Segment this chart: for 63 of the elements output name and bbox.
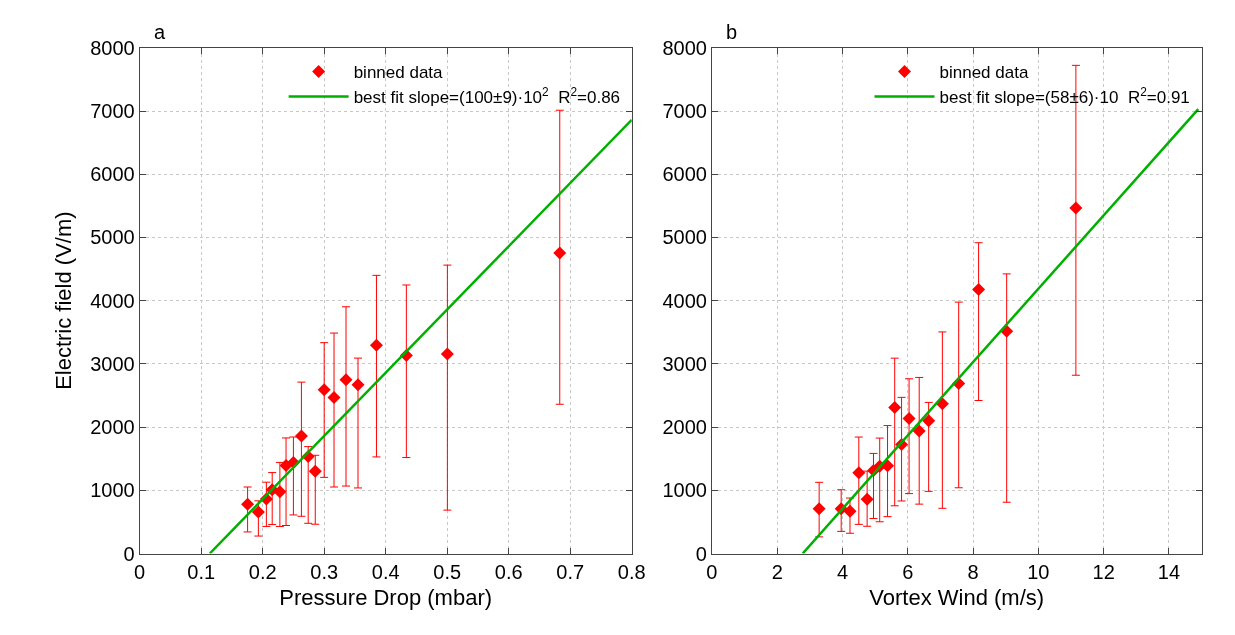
- x-tick-label: 14: [1157, 560, 1181, 583]
- point: [1069, 201, 1083, 215]
- point: [339, 373, 353, 387]
- y-tick-label: 5000: [90, 226, 135, 249]
- point: [553, 246, 567, 260]
- y-tick-label: 7000: [662, 100, 707, 122]
- x-axis-title: Vortex Wind (m/s): [869, 585, 1045, 611]
- point: [888, 401, 902, 415]
- point: [440, 347, 454, 361]
- x-tick-label: 12: [1092, 560, 1115, 583]
- x-tick-label: 0.5: [433, 560, 462, 583]
- y-tick-label: 4000: [90, 289, 135, 312]
- point: [308, 464, 322, 478]
- chart-title: b: [726, 21, 738, 43]
- x-tick-label: 0.8: [617, 560, 646, 583]
- y-tick-label: 4000: [662, 289, 707, 312]
- legend-label: binned data: [353, 63, 444, 83]
- x-tick-label: 0.1: [187, 560, 216, 583]
- chart-title: a: [154, 21, 166, 43]
- x-tick-label: 10: [1027, 560, 1050, 583]
- point: [852, 466, 866, 480]
- point: [241, 497, 255, 511]
- y-tick-label: 5000: [662, 226, 707, 249]
- point: [972, 283, 986, 297]
- point: [317, 383, 331, 397]
- point: [912, 424, 926, 438]
- y-tick-label: 2000: [662, 416, 707, 439]
- y-tick-label: 8000: [662, 36, 707, 59]
- point: [351, 378, 365, 392]
- point: [273, 485, 287, 499]
- x-tick-label: 6: [902, 560, 914, 583]
- y-tick-label: 0: [123, 542, 135, 565]
- y-tick-label: 2000: [90, 416, 135, 439]
- point: [294, 429, 308, 443]
- y-tick-label: 6000: [90, 163, 135, 186]
- y-tick-label: 8000: [90, 36, 135, 59]
- x-axis-title: Pressure Drop (mbar): [279, 585, 493, 611]
- x-tick-label: 2: [771, 560, 783, 583]
- y-tick-label: 0: [695, 542, 707, 565]
- point: [251, 505, 265, 519]
- point: [902, 412, 916, 426]
- point: [860, 492, 874, 506]
- point: [812, 502, 826, 516]
- point: [327, 391, 341, 405]
- y-tick-label: 1000: [662, 479, 707, 502]
- point: [843, 504, 857, 518]
- y-tick-label: 7000: [90, 100, 135, 122]
- x-tick-label: 0.6: [494, 560, 523, 583]
- x-tick-label: 0.4: [371, 560, 400, 583]
- point: [922, 414, 936, 428]
- point: [369, 338, 383, 352]
- x-tick-label: 0.3: [310, 560, 339, 583]
- x-tick-label: 4: [836, 560, 849, 583]
- y-axis-title: Electric field (V/m): [50, 211, 76, 390]
- x-tick-label: 8: [967, 560, 979, 583]
- x-tick-label: 0.7: [556, 560, 585, 583]
- y-tick-label: 3000: [90, 352, 135, 375]
- y-tick-label: 6000: [662, 163, 707, 186]
- legend-label: best fit slope=(100±9)·10$^{2}$ R$^{2}$=0.86: [353, 85, 621, 108]
- y-tick-label: 3000: [662, 352, 707, 375]
- x-tick-label: 0.2: [248, 560, 277, 583]
- legend-label: binned data: [939, 63, 1029, 83]
- y-tick-label: 1000: [90, 479, 135, 502]
